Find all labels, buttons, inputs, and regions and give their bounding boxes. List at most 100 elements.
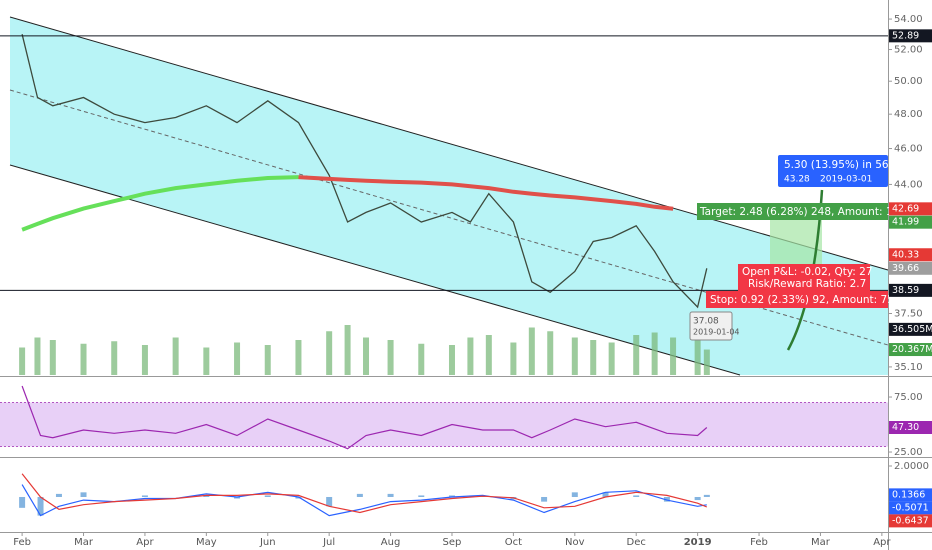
histogram-bar xyxy=(234,496,241,499)
volume-bar xyxy=(547,331,554,375)
histogram-bar xyxy=(264,495,271,497)
channel-upper xyxy=(9,16,889,271)
channel-mid xyxy=(9,89,889,346)
price-badge-label: 52.89 xyxy=(892,30,919,41)
volume-bar xyxy=(590,340,597,375)
series-line xyxy=(21,175,299,232)
y-tick-label: 2.0000 xyxy=(894,461,929,472)
histogram-bar xyxy=(19,496,26,508)
y-tick-label: 54.00 xyxy=(894,14,923,25)
histogram-bar xyxy=(356,493,363,497)
volume-bar xyxy=(670,337,677,375)
volume-bar xyxy=(264,345,271,375)
series-line xyxy=(21,34,708,309)
measure-text: 5.30 (13.95%) in 56d xyxy=(784,159,895,171)
histogram-bar xyxy=(633,495,640,497)
y-tick-label: 50.00 xyxy=(894,76,923,87)
x-tick-label: Dec xyxy=(627,537,646,548)
volume-bar xyxy=(510,342,517,375)
histogram-bar xyxy=(37,496,44,516)
volume-bar xyxy=(608,342,615,375)
price-badge xyxy=(889,514,932,528)
histogram-bar xyxy=(448,495,455,497)
measure-date: 2019-03-01 xyxy=(820,175,872,185)
x-tick-label: May xyxy=(196,537,217,548)
histogram-bar xyxy=(541,496,548,502)
target-box xyxy=(697,203,888,220)
x-tick-label: Mar xyxy=(811,537,831,548)
histogram-bar xyxy=(571,492,578,497)
x-tick-label: Feb xyxy=(13,537,31,548)
target-text: Target: 2.48 (6.28%) 248, Amount: 166.5 xyxy=(699,206,916,218)
measure-box xyxy=(778,155,888,187)
x-tick-label: Sep xyxy=(443,537,462,548)
x-tick-label: Feb xyxy=(750,537,768,548)
price-badge xyxy=(889,29,932,43)
histogram-bar xyxy=(295,496,302,499)
volume-bar xyxy=(651,332,658,375)
ratio-text: Risk/Reward Ratio: 2.7 xyxy=(748,278,866,290)
y-tick-label: 35.10 xyxy=(894,362,923,373)
price-badge xyxy=(889,283,932,297)
channel-lower xyxy=(9,164,741,376)
volume-bar xyxy=(694,329,701,375)
price-badge-label: 38.59 xyxy=(892,285,919,296)
stop-text: Stop: 0.92 (2.33%) 92, Amount: 75.16 xyxy=(710,294,911,306)
price-badge-label: 47.30 xyxy=(892,422,919,433)
volume-bar xyxy=(528,327,535,375)
price-badge-label: 40.33 xyxy=(892,249,919,260)
low-price: 37.08 xyxy=(693,317,719,327)
histogram-bar xyxy=(694,496,701,501)
price-badge xyxy=(889,202,932,216)
histogram-bar xyxy=(418,495,425,497)
volume-bar xyxy=(111,341,118,375)
volume-bar xyxy=(571,337,578,375)
x-tick-label: Jul xyxy=(322,537,335,548)
price-badge xyxy=(889,248,932,262)
histogram-bar xyxy=(602,492,609,497)
volume-bar xyxy=(34,337,41,375)
volume-bar xyxy=(633,335,640,375)
volume-bar xyxy=(172,337,179,375)
low-date: 2019-01-04 xyxy=(693,328,740,337)
volume-bar xyxy=(295,340,302,375)
volume-bar xyxy=(326,331,333,375)
x-tick-label: Aug xyxy=(381,537,401,548)
histogram-bar xyxy=(387,493,394,497)
volume-bar xyxy=(19,347,26,375)
price-badge-label: 20.367M xyxy=(892,344,932,355)
x-tick-label: Apr xyxy=(136,537,154,548)
volume-bar xyxy=(485,335,492,375)
low-box xyxy=(689,311,733,341)
x-tick-label: 2019 xyxy=(684,537,712,548)
price-badge xyxy=(889,215,932,229)
y-tick-label: 48.00 xyxy=(894,109,923,120)
histogram-bar xyxy=(55,493,62,497)
volume-bar xyxy=(418,343,425,375)
price-badge xyxy=(889,343,932,357)
price-badge xyxy=(889,421,932,434)
volume-bar xyxy=(363,337,370,375)
x-tick-label: Apr xyxy=(873,537,891,548)
series-line xyxy=(298,175,674,211)
price-badge xyxy=(889,488,932,502)
price-badge xyxy=(889,501,932,515)
price-badge-label: -0.6437 xyxy=(892,515,929,526)
y-tick-label: 75.00 xyxy=(894,392,923,403)
histogram-bar xyxy=(141,495,148,497)
volume-bar xyxy=(203,347,210,375)
price-badge xyxy=(889,322,932,336)
x-tick-label: Mar xyxy=(74,537,94,548)
histogram-bar xyxy=(663,496,670,502)
histogram-bar xyxy=(326,496,333,507)
volume-bar xyxy=(141,345,148,375)
x-tick-label: Oct xyxy=(505,537,522,548)
histogram-bar xyxy=(203,495,210,497)
volume-bar xyxy=(467,337,474,375)
price-badge-label: 36.505M xyxy=(892,324,932,335)
price-badge xyxy=(889,261,932,275)
measure-price: 43.28 xyxy=(784,175,810,185)
y-tick-label: 37.50 xyxy=(894,309,923,320)
rsi-band xyxy=(0,402,888,447)
